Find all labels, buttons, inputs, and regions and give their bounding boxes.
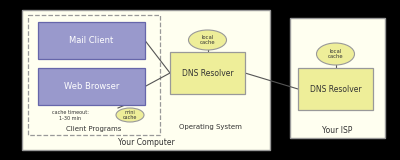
Text: cache timeout:
1-30 min: cache timeout: 1-30 min [52, 110, 88, 121]
Text: Your Computer: Your Computer [118, 138, 174, 147]
Text: Web Browser: Web Browser [64, 82, 119, 91]
Bar [28, 15, 160, 135]
Bar [22, 10, 270, 150]
Text: DNS Resolver: DNS Resolver [182, 68, 233, 77]
Ellipse shape [316, 43, 354, 65]
Bar [38, 68, 145, 105]
Ellipse shape [188, 30, 226, 50]
Text: DNS Resolver: DNS Resolver [310, 84, 361, 93]
Text: local
cache: local cache [200, 35, 215, 45]
Text: Mail Client: Mail Client [69, 36, 114, 45]
Text: Your ISP: Your ISP [322, 126, 353, 135]
Ellipse shape [116, 108, 144, 122]
Bar [170, 52, 245, 94]
Text: mini
cache: mini cache [123, 110, 137, 120]
Text: Client Programs: Client Programs [66, 126, 122, 132]
Bar [298, 68, 373, 110]
Text: Operating System: Operating System [178, 124, 242, 130]
Text: local
cache: local cache [328, 49, 343, 59]
Bar [290, 18, 385, 138]
Bar [38, 22, 145, 59]
